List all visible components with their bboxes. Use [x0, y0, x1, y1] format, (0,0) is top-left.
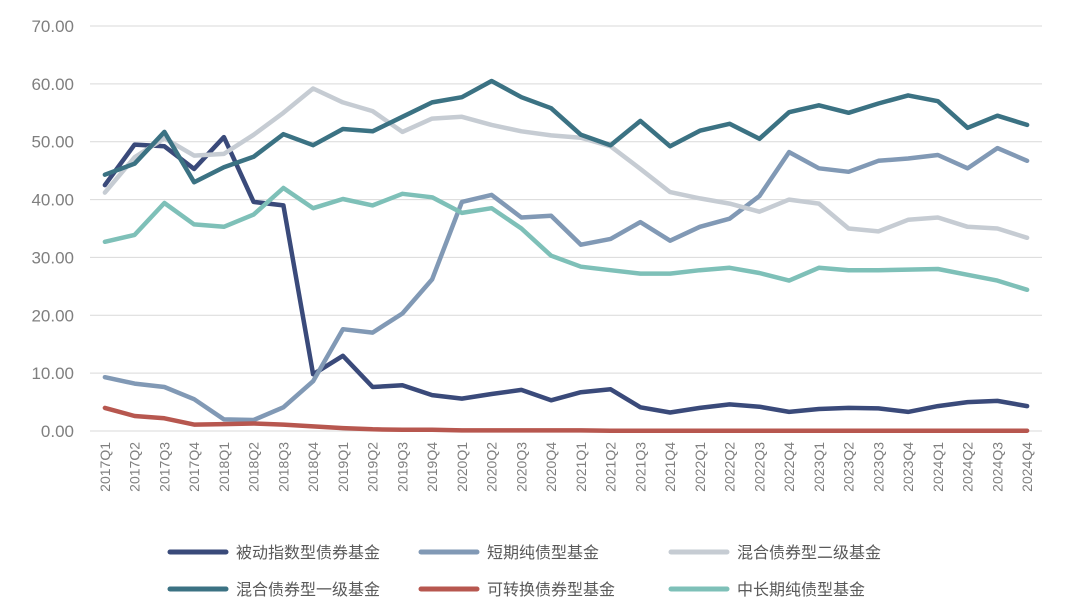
- y-axis-tick-labels: 0.00 10.00 20.00 30.00 40.00 50.00 60.00 70.00: [31, 17, 74, 441]
- x-axis-tick-labels: 2017Q1 2017Q2 2017Q3 2017Q4 2018Q1 2018Q2 2018…: [97, 442, 1035, 492]
- legend-label: 混合债券型一级基金: [236, 580, 380, 599]
- legend-label: 短期纯债型基金: [487, 543, 599, 562]
- series-line: [102, 134, 1030, 415]
- x-tick-label: 2021Q4: [662, 442, 678, 492]
- x-tick-label: 2020Q3: [513, 442, 529, 492]
- y-tick-label: 40.00: [31, 191, 74, 210]
- x-tick-label: 2019Q4: [424, 442, 440, 492]
- x-tick-label: 2019Q1: [335, 442, 351, 492]
- gridlines: [90, 25, 1042, 432]
- legend-item: 被动指数型债券基金: [167, 543, 380, 562]
- legend-item: 可转换债券型基金: [418, 580, 615, 599]
- y-tick-label: 20.00: [31, 306, 74, 325]
- x-tick-label: 2018Q4: [305, 442, 321, 492]
- y-tick-label: 10.00: [31, 364, 74, 383]
- x-tick-label: 2018Q2: [246, 442, 262, 492]
- x-tick-label: 2017Q3: [156, 442, 172, 492]
- series-lines: [102, 78, 1030, 433]
- legend-label: 可转换债券型基金: [487, 580, 615, 599]
- y-tick-label: 0.00: [41, 422, 74, 441]
- y-tick-label: 30.00: [31, 248, 74, 267]
- x-tick-label: 2022Q4: [781, 442, 797, 492]
- x-tick-label: 2022Q1: [692, 442, 708, 492]
- x-tick-label: 2023Q2: [841, 442, 857, 492]
- legend-item: 混合债券型一级基金: [167, 580, 380, 599]
- y-tick-label: 50.00: [31, 133, 74, 152]
- x-tick-label: 2023Q3: [870, 442, 886, 492]
- x-tick-label: 2017Q4: [186, 442, 202, 492]
- x-tick-label: 2021Q3: [632, 442, 648, 492]
- x-tick-label: 2017Q1: [97, 442, 113, 492]
- legend-item: 中长期纯债型基金: [668, 580, 865, 599]
- series-line: [102, 405, 1030, 433]
- legend-label: 中长期纯债型基金: [737, 580, 865, 599]
- series-line: [102, 78, 1030, 185]
- x-tick-label: 2023Q4: [900, 442, 916, 492]
- legend-label: 被动指数型债券基金: [236, 543, 380, 562]
- x-tick-label: 2018Q1: [216, 442, 232, 492]
- series-line: [102, 86, 1030, 241]
- x-tick-label: 2020Q4: [543, 442, 559, 492]
- x-tick-label: 2024Q3: [989, 442, 1005, 492]
- x-tick-label: 2021Q1: [573, 442, 589, 492]
- x-tick-label: 2020Q2: [484, 442, 500, 492]
- legend-item: 混合债券型二级基金: [668, 543, 881, 562]
- x-tick-label: 2024Q1: [930, 442, 946, 492]
- x-tick-label: 2019Q3: [394, 442, 410, 492]
- x-tick-label: 2020Q1: [454, 442, 470, 492]
- series-line: [102, 185, 1030, 293]
- x-tick-label: 2021Q2: [603, 442, 619, 492]
- y-tick-label: 70.00: [31, 17, 74, 36]
- x-tick-label: 2018Q3: [275, 442, 291, 492]
- x-tick-label: 2022Q3: [751, 442, 767, 492]
- legend-label: 混合债券型二级基金: [737, 543, 881, 562]
- legend-item: 短期纯债型基金: [418, 543, 599, 562]
- x-tick-label: 2022Q2: [722, 442, 738, 492]
- x-tick-label: 2024Q2: [960, 442, 976, 492]
- y-tick-label: 60.00: [31, 75, 74, 94]
- x-tick-label: 2023Q1: [811, 442, 827, 492]
- series-line: [102, 145, 1030, 423]
- x-tick-label: 2017Q2: [127, 442, 143, 492]
- x-tick-label: 2019Q2: [365, 442, 381, 492]
- x-tick-label: 2024Q4: [1019, 442, 1035, 492]
